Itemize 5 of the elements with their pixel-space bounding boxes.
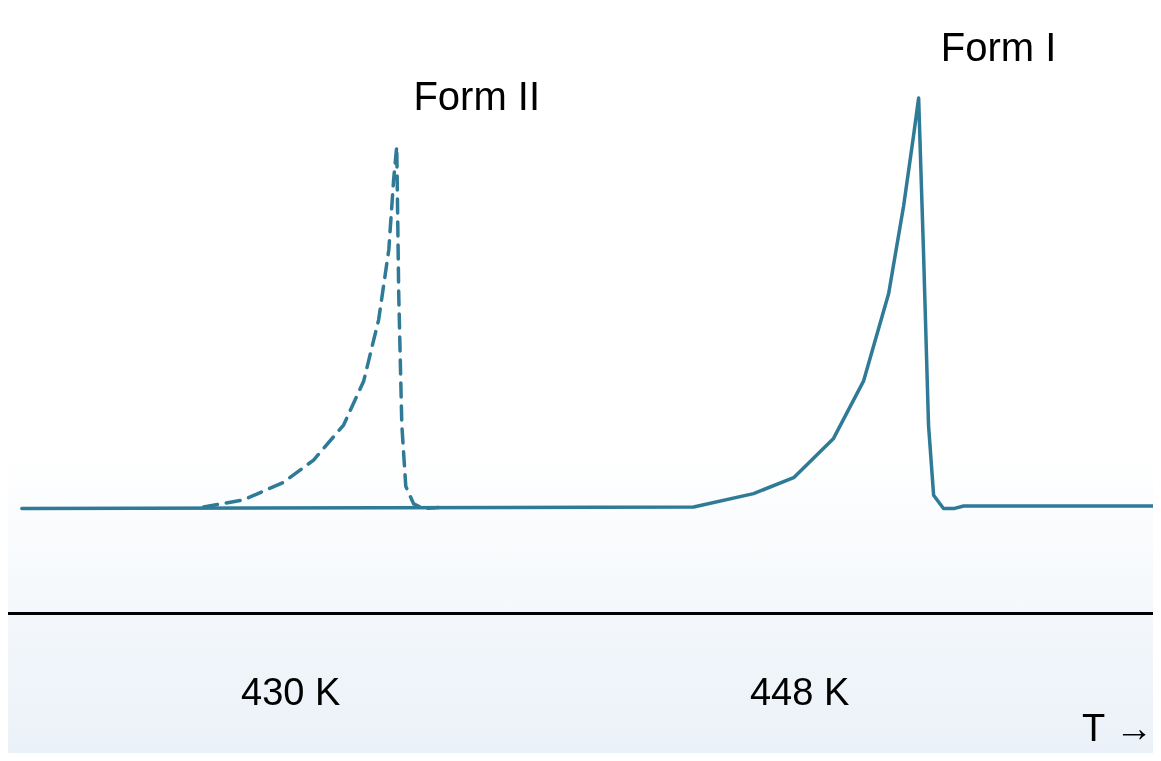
series-label: Form II [413, 73, 541, 118]
x-axis-title: T → [1081, 706, 1153, 749]
x-tick-label: 430 K [241, 671, 341, 714]
series-label: Form I [940, 25, 1057, 70]
x-tick-label: 448 K [749, 671, 850, 714]
